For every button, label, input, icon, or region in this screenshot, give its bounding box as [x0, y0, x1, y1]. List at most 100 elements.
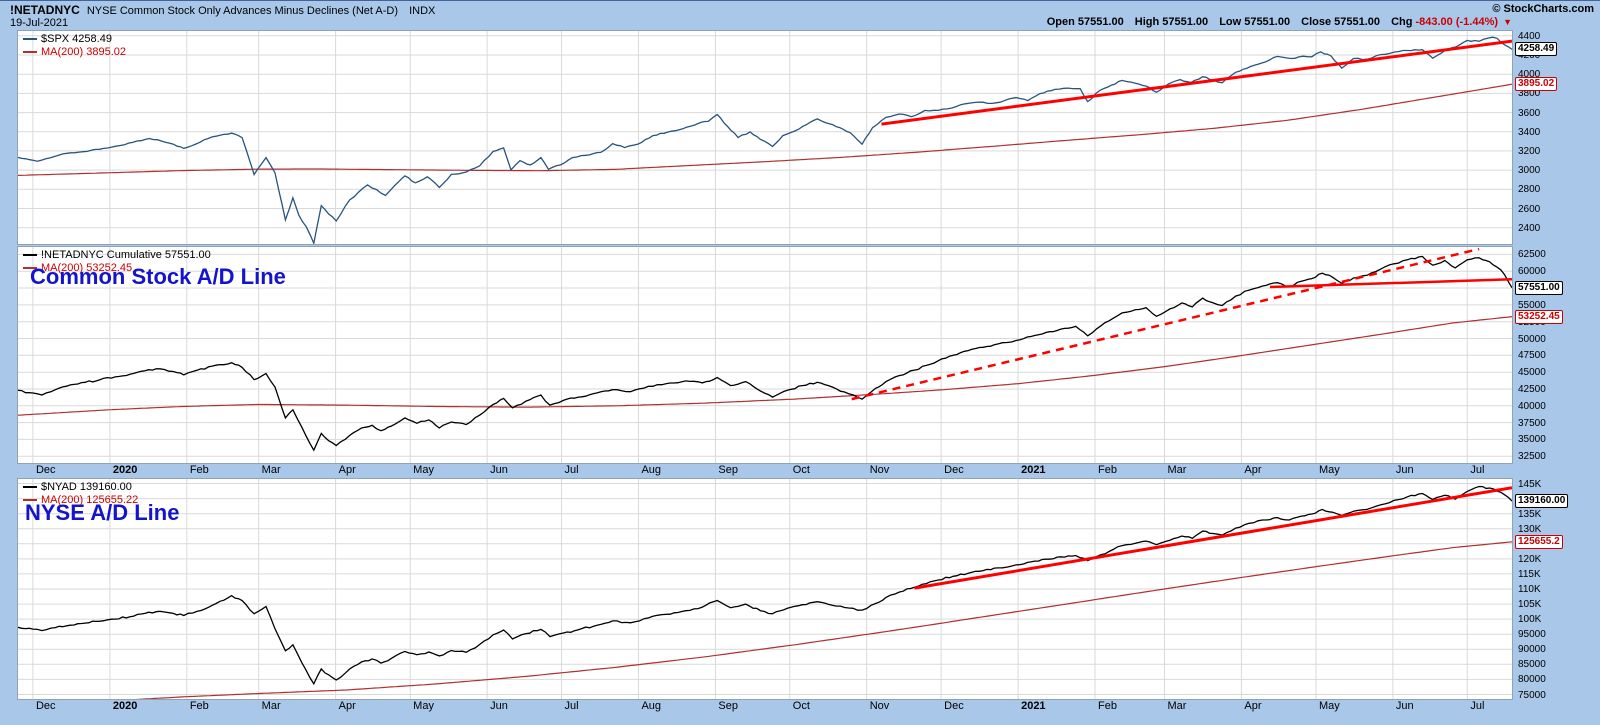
legend-row: MA(200) 125655.22 — [23, 494, 138, 507]
x-axis-label: Jun — [490, 464, 508, 476]
change-down-triangle-icon: ▼ — [1503, 17, 1512, 27]
spx-panel — [17, 30, 1513, 245]
x-axis-label: Mar — [1167, 464, 1187, 476]
common-stock-ad-panel-trendline — [1269, 278, 1512, 289]
y-tick-label: 2600 — [1518, 203, 1541, 215]
change-value: -843.00 (-1.44%) — [1415, 16, 1499, 28]
y-tick-label: 3200 — [1518, 145, 1541, 157]
y-tick-label: 3600 — [1518, 107, 1541, 119]
spx-line — [18, 36, 1512, 244]
spx-legend: $SPX 4258.49 MA(200) 3895.02 — [23, 33, 126, 59]
y-tick-label: 47500 — [1518, 350, 1546, 362]
y-tick-label: 3800 — [1518, 88, 1541, 100]
x-axis-label: Jun — [1395, 464, 1414, 476]
x-axis-label: Jun — [1395, 700, 1414, 712]
x-axis-label: 2021 — [1021, 700, 1046, 712]
netadnyc-ma-swatch — [23, 267, 37, 269]
nyse-ad-panel — [17, 478, 1513, 700]
symbol-description: NYSE Common Stock Only Advances Minus De… — [86, 5, 399, 17]
nyad-line — [18, 485, 1512, 686]
netadnyc-line-swatch — [23, 254, 37, 256]
y-tick-label: 3000 — [1518, 165, 1541, 177]
spx-line-swatch — [23, 38, 37, 40]
x-axis-strip-upper: Dec 2020 Feb Mar Apr May Jun Jul Aug Sep Oct Nov Dec… — [0, 464, 1600, 478]
y-tick-label: 2800 — [1518, 184, 1541, 196]
netadnyc-legend-label: !NETADNYC Cumulative 57551.00 — [41, 249, 211, 261]
y-tick-label: 80000 — [1518, 674, 1546, 686]
x-axis-label: 2021 — [1021, 464, 1046, 476]
x-axis-label: Jul — [1470, 464, 1485, 476]
change-label: Chg — [1391, 16, 1413, 28]
y-tick-label: 90000 — [1518, 644, 1546, 656]
symbol: !NETADNYC — [10, 3, 80, 17]
price-label: 125655.2 — [1515, 534, 1563, 549]
x-axis-label: Jun — [490, 700, 508, 712]
y-tick-label: 115K — [1518, 568, 1541, 580]
common-stock-ad-panel-svg — [18, 247, 1512, 463]
close-value: 57551.00 — [1334, 16, 1381, 28]
x-axis-label: May — [413, 464, 434, 476]
netadnyc-ma200-line — [18, 316, 1512, 416]
y-tick-label: 55000 — [1518, 299, 1546, 311]
exchange-label: INDX — [409, 5, 436, 17]
y-tick-label: 105K — [1518, 599, 1542, 611]
nyse-ad-legend: $NYAD 139160.00 MA(200) 125655.22 — [23, 481, 138, 507]
y-tick-label: 35000 — [1518, 434, 1546, 446]
y-tick-label: 130K — [1518, 523, 1542, 535]
y-tick-label: 3400 — [1518, 126, 1541, 138]
price-label: 57551.00 — [1515, 280, 1563, 295]
x-axis-label: Jul — [564, 700, 579, 712]
high-label: High — [1134, 16, 1160, 28]
x-axis-label: 2020 — [112, 700, 138, 712]
y-tick-label: 62500 — [1518, 249, 1546, 261]
x-axis-label: Dec — [944, 700, 964, 712]
price-label: 3895.02 — [1515, 77, 1558, 92]
x-axis-label: Apr — [1244, 700, 1262, 712]
x-axis-label: Aug — [641, 700, 662, 712]
x-axis-label: 2020 — [112, 464, 138, 476]
x-axis-label: Oct — [792, 700, 810, 712]
y-tick-label: 2400 — [1518, 222, 1541, 234]
y-tick-label: 60000 — [1518, 266, 1546, 278]
x-axis-label: Feb — [1098, 464, 1117, 476]
nyse-ad-panel-trendline — [914, 486, 1512, 590]
price-label: 4258.49 — [1515, 42, 1558, 57]
y-tick-label: 145K — [1518, 478, 1542, 490]
x-axis-label: Jul — [564, 464, 579, 476]
y-tick-label: 4400 — [1518, 30, 1541, 42]
y-tick-label: 50000 — [1518, 333, 1546, 345]
y-tick-label: 40000 — [1518, 400, 1546, 412]
legend-row: $SPX 4258.49 — [23, 33, 126, 46]
common-stock-ad-legend: !NETADNYC Cumulative 57551.00 MA(200) 53… — [23, 249, 211, 275]
x-axis-label: Apr — [1244, 464, 1262, 476]
common-stock-ad-panel-trendline — [851, 247, 1480, 401]
x-axis-label: Apr — [338, 700, 356, 712]
spx-ma-legend-label: MA(200) 3895.02 — [41, 46, 126, 58]
open-value: 57551.00 — [1077, 16, 1124, 28]
y-tick-label: 135K — [1518, 508, 1542, 520]
x-axis-label: May — [1318, 464, 1340, 476]
y-tick-label: 45000 — [1518, 367, 1546, 379]
high-value: 57551.00 — [1162, 16, 1209, 28]
quote-line: Open 57551.00 High 57551.00 Low 57551.00 Cl… — [1039, 16, 1512, 28]
legend-row: MA(200) 53252.45 — [23, 262, 211, 275]
x-axis-label: Jul — [1470, 700, 1485, 712]
y-tick-label: 95000 — [1518, 629, 1546, 641]
x-axis-label: May — [1318, 700, 1340, 712]
y-tick-label: 42500 — [1518, 384, 1546, 395]
x-axis-label: Sep — [718, 700, 738, 712]
chart-date: 19-Jul-2021 — [10, 17, 69, 29]
spx-ma200-line — [18, 83, 1512, 176]
x-axis-label: Feb — [189, 700, 209, 712]
x-axis-label: Aug — [641, 464, 662, 476]
nyse-ad-panel-svg — [18, 479, 1512, 699]
y-tick-label: 85000 — [1518, 659, 1546, 671]
spx-legend-label: $SPX 4258.49 — [41, 33, 112, 45]
spx-panel-trendline — [881, 39, 1512, 126]
x-axis-label: Dec — [944, 464, 964, 476]
legend-row: MA(200) 3895.02 — [23, 46, 126, 59]
nyad-ma-legend-label: MA(200) 125655.22 — [41, 494, 139, 506]
netadnyc-ma-legend-label: MA(200) 53252.45 — [41, 262, 133, 274]
x-axis-label: Mar — [1167, 700, 1187, 712]
